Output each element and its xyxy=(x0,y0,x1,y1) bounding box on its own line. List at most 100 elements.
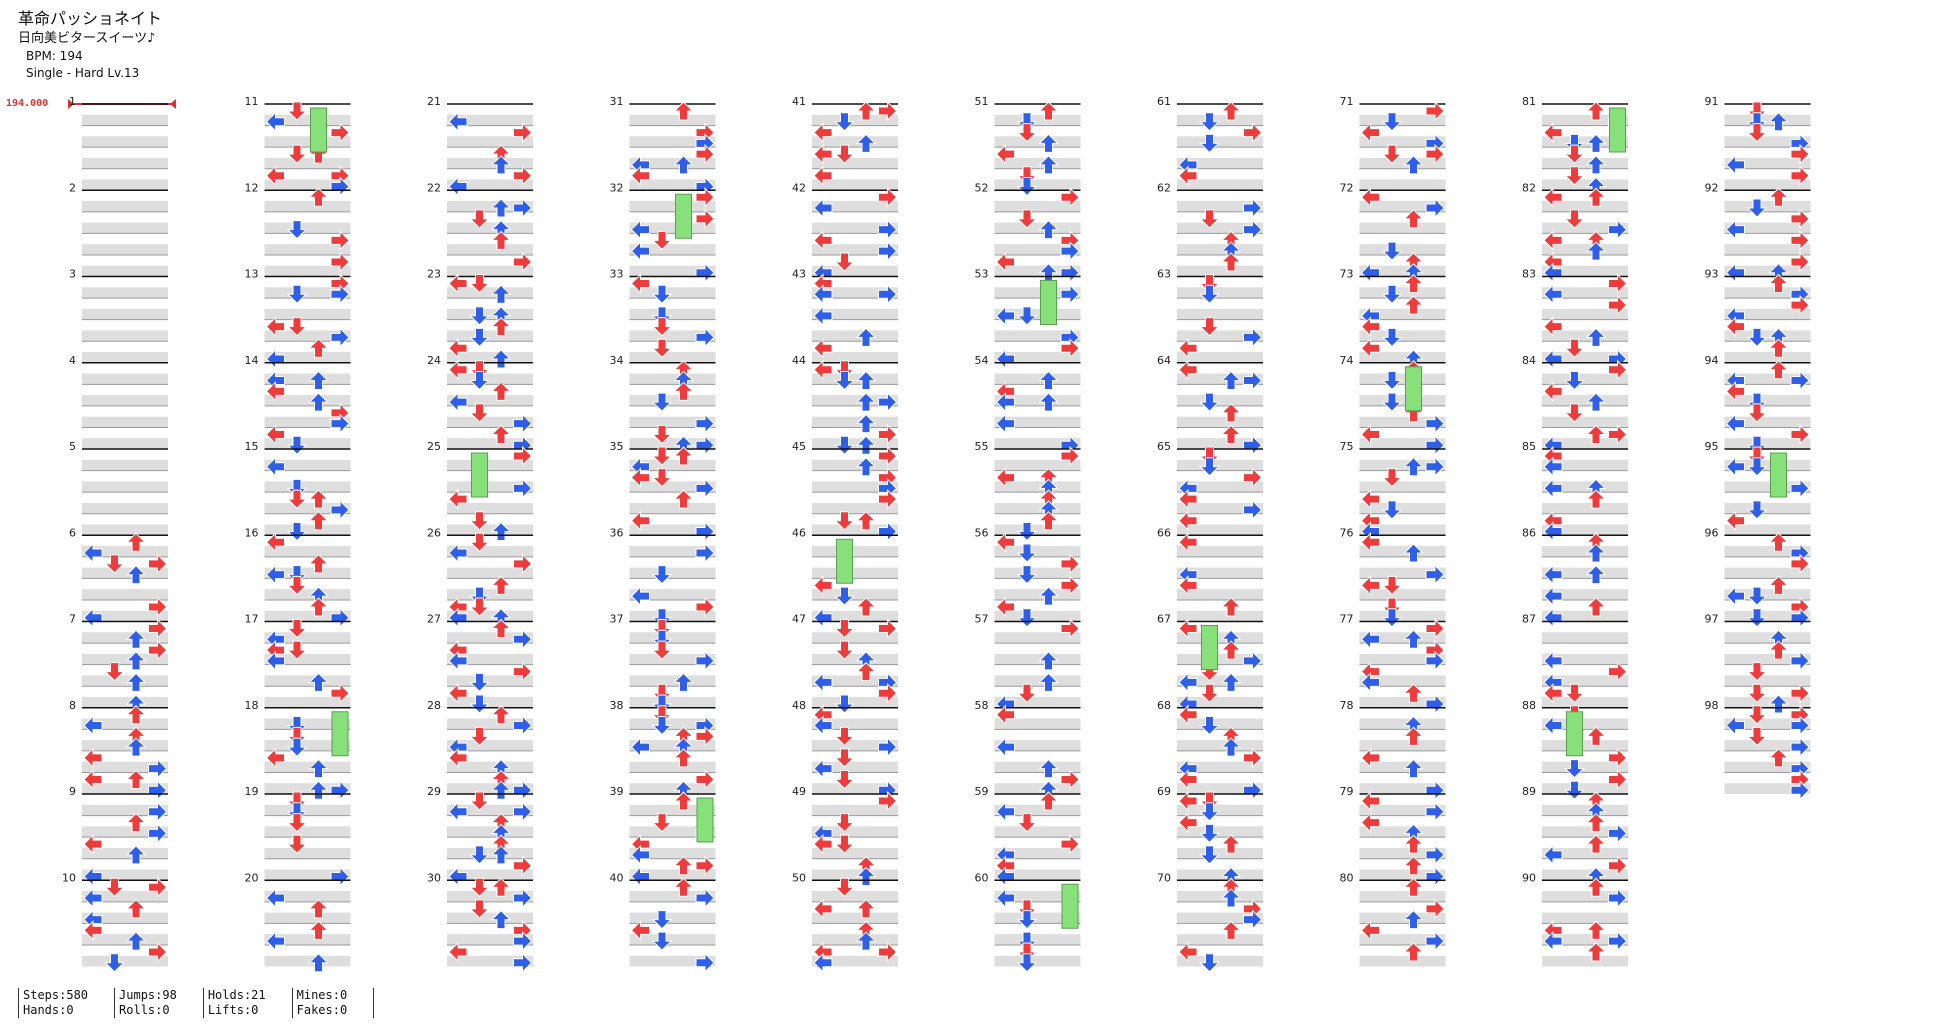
right-arrow-icon xyxy=(513,553,533,575)
measure-number: 67 xyxy=(1157,613,1171,626)
beat-band xyxy=(447,416,533,428)
beat-band xyxy=(264,136,351,148)
beat-band xyxy=(994,438,1081,449)
beat-band xyxy=(812,804,898,816)
left-arrow-icon xyxy=(995,887,1015,909)
measure-number: 16 xyxy=(245,526,259,539)
measure-number: 18 xyxy=(245,699,259,712)
up-arrow-icon xyxy=(125,672,147,692)
measure-number: 69 xyxy=(1157,785,1171,798)
left-arrow-icon xyxy=(1360,122,1380,143)
left-arrow-icon xyxy=(1178,704,1198,725)
beat-band xyxy=(629,761,716,773)
beat-band xyxy=(812,179,898,191)
down-arrow-icon xyxy=(1199,716,1220,736)
hold-note xyxy=(331,711,349,757)
measure-number: 91 xyxy=(1705,95,1719,108)
beat-band xyxy=(82,761,168,773)
right-arrow-icon xyxy=(695,887,715,909)
up-arrow-icon xyxy=(1403,726,1424,746)
measure-number: 26 xyxy=(427,526,441,539)
down-arrow-icon xyxy=(1199,802,1220,822)
up-arrow-icon xyxy=(125,705,147,725)
beat-band xyxy=(994,136,1081,148)
beat-band xyxy=(264,546,351,557)
hold-note xyxy=(1040,280,1057,325)
up-arrow-icon xyxy=(1220,834,1242,854)
beat-band xyxy=(629,351,716,363)
hold-note xyxy=(1061,883,1079,929)
up-arrow-icon xyxy=(1585,920,1607,940)
right-arrow-icon xyxy=(148,758,168,779)
beat-band xyxy=(1359,610,1446,622)
right-arrow-icon xyxy=(695,542,715,564)
measure-number: 1 xyxy=(69,95,76,108)
measure-number: 46 xyxy=(792,526,806,539)
beat-band xyxy=(447,524,533,536)
right-arrow-icon xyxy=(878,284,898,305)
up-arrow-icon xyxy=(125,629,147,649)
left-arrow-icon xyxy=(265,532,285,553)
beat-band xyxy=(447,761,533,773)
right-arrow-icon xyxy=(1425,844,1445,866)
down-arrow-icon xyxy=(1381,468,1403,488)
right-arrow-icon xyxy=(1243,747,1263,769)
left-arrow-icon xyxy=(630,219,650,240)
left-arrow-icon xyxy=(813,197,833,219)
beat-band xyxy=(82,589,168,600)
beat-band xyxy=(1542,567,1628,579)
beat-band xyxy=(994,373,1081,385)
left-arrow-icon xyxy=(1360,424,1380,445)
measure-number: 10 xyxy=(62,871,76,884)
down-arrow-icon xyxy=(104,662,125,682)
beat-band xyxy=(264,891,351,902)
beat-band xyxy=(82,567,168,579)
beat-band xyxy=(1177,201,1263,212)
left-arrow-icon xyxy=(1543,381,1563,402)
beat-band xyxy=(82,459,168,471)
up-arrow-icon xyxy=(855,133,877,153)
down-arrow-icon xyxy=(651,317,673,337)
beat-band xyxy=(629,395,716,406)
right-arrow-icon xyxy=(695,187,715,208)
left-arrow-icon xyxy=(265,747,285,769)
right-arrow-icon xyxy=(1060,575,1080,596)
chart-stats: Steps:580 Hands:0 Jumps:98 Rolls:0 Holds… xyxy=(18,988,375,1018)
right-arrow-icon xyxy=(1425,564,1445,585)
right-arrow-icon xyxy=(1243,467,1263,488)
beat-band xyxy=(994,481,1081,493)
beat-band xyxy=(629,502,716,514)
right-arrow-icon xyxy=(1790,370,1810,391)
left-arrow-icon xyxy=(1178,790,1198,812)
right-arrow-icon xyxy=(1608,219,1628,240)
beat-band xyxy=(82,481,168,493)
beat-band xyxy=(994,804,1081,816)
measure-62: 62 xyxy=(1157,181,1263,277)
beat-band xyxy=(994,502,1081,514)
right-arrow-icon xyxy=(330,122,350,143)
right-arrow-icon xyxy=(148,877,168,898)
down-arrow-icon xyxy=(1199,209,1220,229)
measure-49: 49 xyxy=(792,785,898,886)
song-title: 革命パッショネイト xyxy=(18,9,163,28)
right-arrow-icon xyxy=(148,553,168,575)
beat-band xyxy=(447,804,533,816)
measure-58: 58 xyxy=(975,699,1081,800)
right-arrow-icon xyxy=(695,413,715,434)
measure-number: 41 xyxy=(792,95,806,108)
beat-band xyxy=(812,653,898,665)
hold-note xyxy=(1405,366,1422,412)
beat-band xyxy=(629,740,716,751)
measure-number: 44 xyxy=(792,354,806,367)
up-arrow-icon xyxy=(308,899,329,919)
beat-band xyxy=(812,222,898,234)
measure-94: 94 xyxy=(1705,354,1811,455)
beat-band xyxy=(82,632,168,644)
right-arrow-icon xyxy=(513,445,533,467)
down-arrow-icon xyxy=(1564,209,1585,229)
down-arrow-icon xyxy=(104,953,125,973)
up-arrow-icon xyxy=(308,554,329,574)
beat-band xyxy=(1542,783,1628,794)
right-arrow-icon xyxy=(878,790,898,812)
hold-note xyxy=(310,107,327,153)
